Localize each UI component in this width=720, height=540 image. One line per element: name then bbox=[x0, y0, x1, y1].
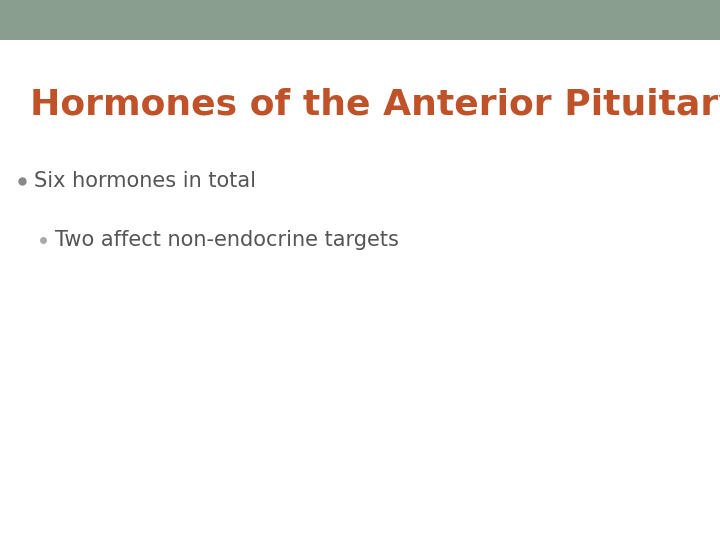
Text: Six hormones in total: Six hormones in total bbox=[34, 171, 256, 191]
Text: Two affect non-endocrine targets: Two affect non-endocrine targets bbox=[55, 230, 400, 251]
Text: Hormones of the Anterior Pituitary: Hormones of the Anterior Pituitary bbox=[30, 89, 720, 122]
